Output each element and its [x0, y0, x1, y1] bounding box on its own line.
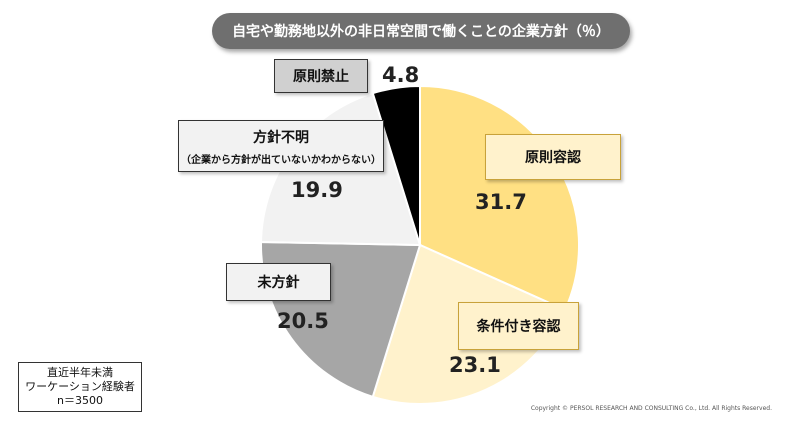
value-label-gensoku-younin: 31.7	[475, 190, 527, 214]
value-label-mihoushin: 20.5	[277, 309, 329, 333]
slice-gensoku-kinshi	[371, 84, 421, 246]
label-houshin-fumei: 方針不明 （企業から方針が出ていないかわからない）	[178, 120, 384, 172]
category-label: 未方針	[257, 275, 300, 291]
category-sublabel: （企業から方針が出ていないかわからない）	[181, 154, 381, 166]
label-gensoku-younin: 原則容認	[485, 134, 621, 180]
sample-note-line: ワーケーション経験者	[25, 380, 135, 393]
category-label: 条件付き容認	[476, 319, 561, 335]
label-mihoushin: 未方針	[226, 263, 331, 301]
value-label-gensoku-kinshi: 4.8	[382, 63, 420, 87]
sample-note-line: 直近半年未満	[47, 366, 113, 379]
label-gensoku-kinshi: 原則禁止	[274, 59, 368, 93]
category-label: 方針不明	[253, 129, 309, 146]
chart-title: 自宅や勤務地以外の非日常空間で働くことの企業方針（％）	[212, 13, 630, 49]
sample-note-line: n＝3500	[57, 394, 103, 407]
category-label: 原則容認	[525, 150, 581, 166]
copyright-text: Copyright © PERSOL RESEARCH AND CONSULTI…	[530, 405, 772, 412]
value-label-houshin-fumei: 19.9	[291, 178, 343, 202]
label-jouken-tsuki-younin: 条件付き容認	[458, 302, 579, 350]
value-label-jouken-tsuki-younin: 23.1	[449, 353, 501, 377]
category-label: 原則禁止	[293, 69, 349, 85]
sample-note: 直近半年未満 ワーケーション経験者 n＝3500	[18, 362, 142, 412]
